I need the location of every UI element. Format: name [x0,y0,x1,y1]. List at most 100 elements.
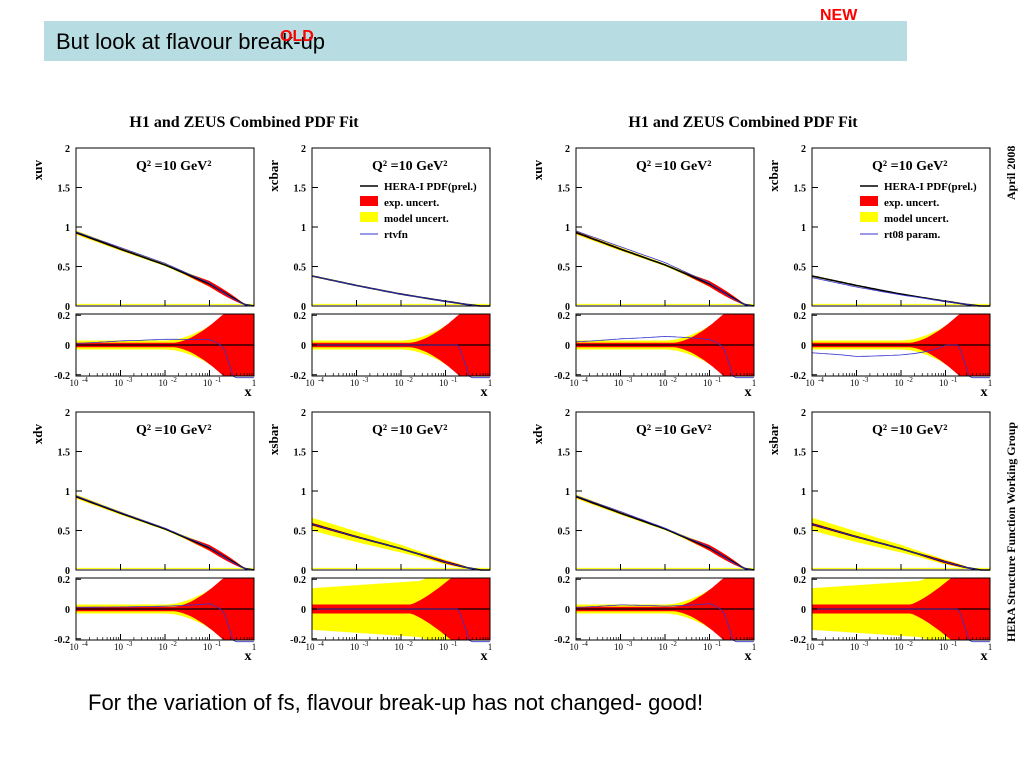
ratio-y-tick-label: 0 [65,341,70,352]
x-tick-label: 1 [488,378,493,388]
x-tick-label: 10 [570,642,580,652]
figure-title: H1 and ZEUS Combined PDF Fit [129,114,359,131]
legend-label: HERA-I PDF(prel.) [384,181,477,193]
y-axis-label: xsbar [266,424,281,455]
q2-annotation: Q² =10 GeV² [636,423,711,438]
ratio-y-tick-label: 0.2 [58,575,71,586]
x-tick-label-exponent: -1 [952,640,958,648]
x-tick-label: 10 [570,378,580,388]
legend-label: HERA-I PDF(prel.) [884,181,977,193]
x-tick-label-exponent: -1 [452,640,458,648]
y-tick-label: 2 [565,144,570,155]
ratio-y-tick-label: -0.2 [790,371,806,382]
y-tick-label: 1.5 [294,448,307,459]
y-tick-label: 2 [65,144,70,155]
y-axis-label: xcbar [266,160,281,192]
figure-title: H1 and ZEUS Combined PDF Fit [628,114,858,131]
x-tick-label-exponent: -2 [407,640,413,648]
x-tick-label: 10 [939,642,949,652]
new-label: NEW [820,7,858,24]
x-tick-label: 10 [439,642,449,652]
y-tick-label: 1 [65,223,70,234]
y-tick-label: 1.5 [794,448,807,459]
ratio-y-tick-label: -0.2 [54,371,70,382]
x-tick-label-exponent: -3 [863,376,869,384]
y-tick-label: 1.5 [794,184,807,195]
ratio-y-tick-label: -0.2 [554,635,570,646]
legend-label: rt08 param. [884,229,940,241]
y-tick-label: 1.5 [58,448,71,459]
legend-label: model uncert. [384,213,449,225]
x-tick-label: 1 [252,642,257,652]
legend-swatch-model [360,212,378,222]
x-tick-label: 10 [306,642,316,652]
slide-title-bar: But look at flavour break-up [44,21,907,61]
comparison-curve [811,523,990,571]
x-tick-label-exponent: -4 [818,376,824,384]
legend-old: HERA-I PDF(prel.) exp. uncert. model uncer… [360,181,477,241]
ratio-y-tick-label: 0.2 [794,575,807,586]
x-axis-label: x [745,385,752,400]
ratio-y-tick-label: 0 [301,605,306,616]
ratio-comparison-curve [811,344,990,379]
ratio-y-tick-label: -0.2 [290,635,306,646]
y-tick-label: 1 [565,223,570,234]
y-tick-label: 1 [801,487,806,498]
y-tick-label: 0 [565,566,570,577]
y-tick-label: 2 [565,408,570,419]
y-tick-label: 1 [301,487,306,498]
y-tick-label: 1.5 [294,184,307,195]
x-tick-label-exponent: -4 [582,376,588,384]
x-tick-label: 10 [114,642,124,652]
ratio-y-tick-label: 0.2 [58,311,71,322]
ratio-y-tick-label: 0 [801,605,806,616]
y-axis-label: xdv [530,424,545,445]
x-tick-label-exponent: -4 [818,640,824,648]
x-tick-label: 1 [488,642,493,652]
side-label-group: HERA Structure Function Working Group [1004,422,1018,642]
comparison-curve [575,230,755,307]
x-tick-label-exponent: -1 [216,640,222,648]
old-label: OLD [280,28,314,45]
x-tick-label-exponent: -4 [318,640,324,648]
x-tick-label: 1 [252,378,257,388]
q2-annotation: Q² =10 GeV² [136,423,211,438]
x-axis-label: x [981,649,988,664]
q2-annotation: Q² =10 GeV² [372,159,447,174]
q2-annotation: Q² =10 GeV² [636,159,711,174]
ratio-comparison-curve [575,335,754,379]
y-tick-label: 2 [301,408,306,419]
x-tick-label: 10 [306,378,316,388]
y-axis-label: xcbar [766,160,781,192]
x-tick-label-exponent: -2 [907,376,913,384]
x-tick-label-exponent: -1 [452,376,458,384]
ratio-comparison-curve [312,608,490,643]
comparison-curve [75,231,255,307]
comparison-curve [811,277,990,307]
x-tick-label-exponent: -2 [171,640,177,648]
ratio-y-tick-label: 0 [301,341,306,352]
q2-annotation: Q² =10 GeV² [136,159,211,174]
y-tick-label: 0.5 [294,527,307,538]
q2-annotation: Q² =10 GeV² [872,159,947,174]
ratio-y-tick-label: 0 [65,605,70,616]
x-tick-label: 10 [395,642,405,652]
x-tick-label-exponent: -3 [363,640,369,648]
model-uncert-band [812,517,990,570]
y-tick-label: 1.5 [58,184,71,195]
y-tick-label: 0.5 [794,263,807,274]
y-axis-label: xdv [30,424,45,445]
ratio-y-tick-label: -0.2 [790,635,806,646]
x-axis-label: x [481,649,488,664]
legend-swatch-exp [860,196,878,206]
x-tick-label-exponent: -2 [671,640,677,648]
y-tick-label: 0.5 [794,527,807,538]
q2-annotation: Q² =10 GeV² [372,423,447,438]
y-tick-label: 1.5 [558,184,571,195]
ratio-comparison-curve [575,603,754,643]
x-tick-label: 1 [752,378,757,388]
y-tick-label: 0.5 [294,263,307,274]
